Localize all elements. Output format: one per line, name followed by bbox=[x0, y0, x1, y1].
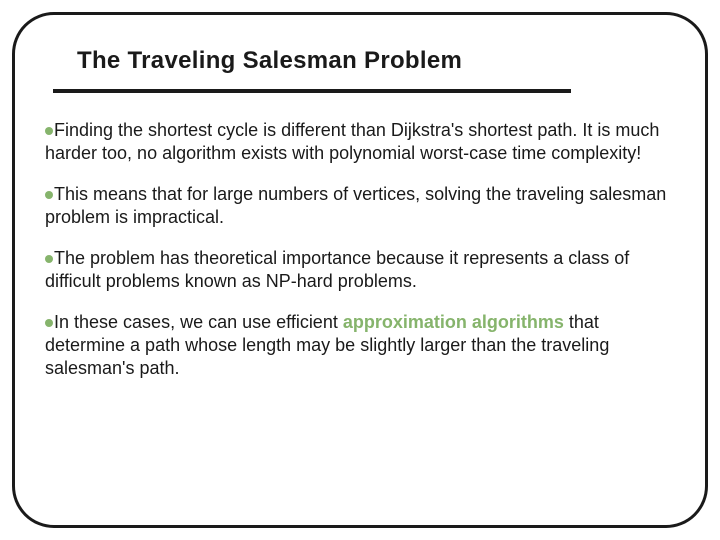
list-item: This means that for large numbers of ver… bbox=[45, 183, 675, 229]
slide-title: The Traveling Salesman Problem bbox=[77, 47, 681, 75]
bullet-text-pre: In these cases, we can use efficient bbox=[54, 312, 343, 332]
list-item: Finding the shortest cycle is different … bbox=[45, 119, 675, 165]
bullet-text: This means that for large numbers of ver… bbox=[45, 184, 666, 227]
bullet-icon bbox=[45, 319, 53, 327]
bullet-text: The problem has theoretical importance b… bbox=[45, 248, 629, 291]
bullet-icon bbox=[45, 255, 53, 263]
bullet-icon bbox=[45, 127, 53, 135]
bullet-text: Finding the shortest cycle is different … bbox=[45, 120, 659, 163]
list-item: The problem has theoretical importance b… bbox=[45, 247, 675, 293]
bullet-list: Finding the shortest cycle is different … bbox=[39, 119, 681, 380]
list-item: In these cases, we can use efficient app… bbox=[45, 311, 675, 380]
slide-frame: The Traveling Salesman Problem Finding t… bbox=[12, 12, 708, 528]
title-rule bbox=[53, 89, 571, 93]
highlight-term: approximation algorithms bbox=[343, 312, 564, 332]
bullet-icon bbox=[45, 191, 53, 199]
